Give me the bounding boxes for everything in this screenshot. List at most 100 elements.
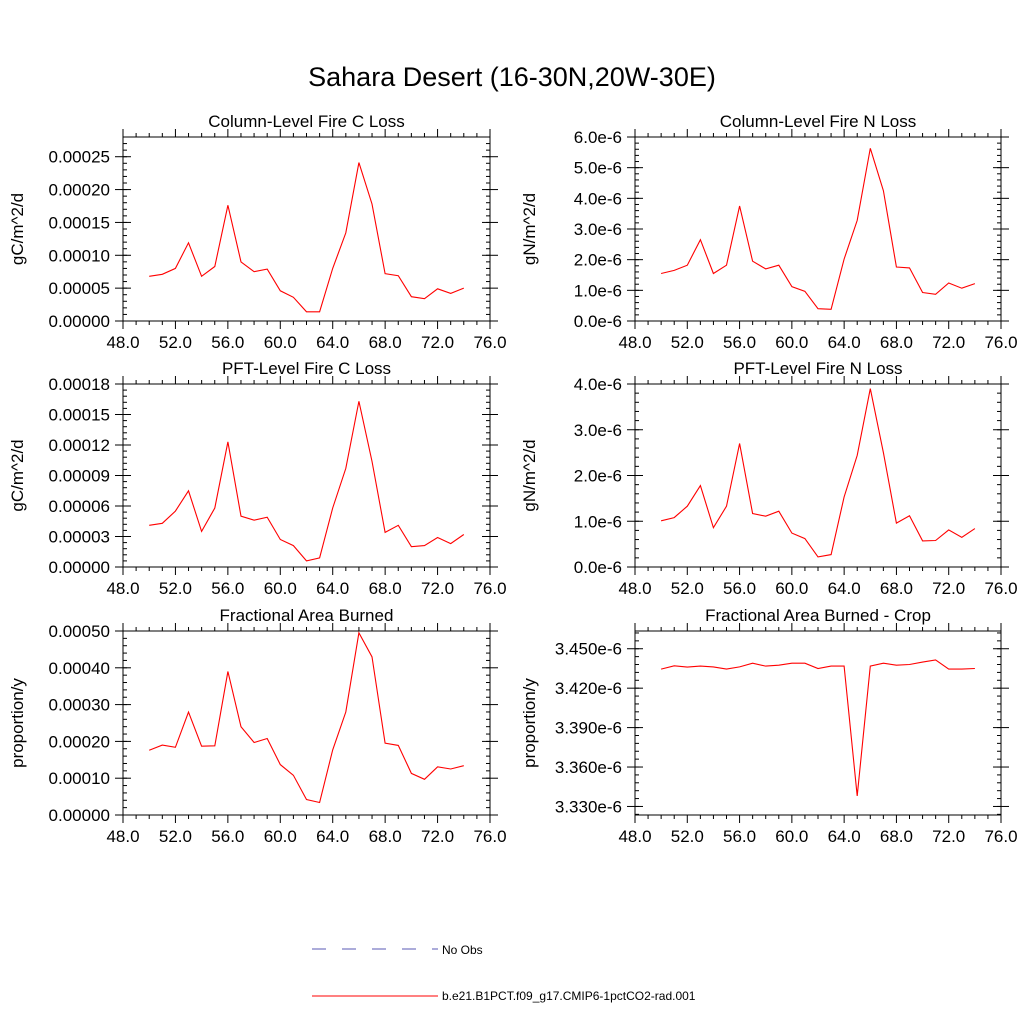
x-tick-label: 68.0 xyxy=(369,333,402,352)
plot-frame xyxy=(634,383,1002,568)
series-line xyxy=(660,659,975,796)
x-tick-label: 52.0 xyxy=(159,333,192,352)
x-tick-label: 72.0 xyxy=(932,333,965,352)
chart-panel-2: Column-Level Fire N Loss gN/m^2/d 48.0 52.0… xyxy=(520,112,1018,352)
legend-no-obs-label: No Obs xyxy=(442,943,483,957)
y-tick-label: 0.00012 xyxy=(49,436,110,455)
x-tick-label: 76.0 xyxy=(473,827,506,846)
x-tick-label: 64.0 xyxy=(316,827,349,846)
y-tick-label: 0.00020 xyxy=(49,181,110,200)
chart-panel-1: Column-Level Fire C Loss gC/m^2/d 48.0 52.0… xyxy=(8,112,507,352)
y-tick-label: 0.00025 xyxy=(49,148,110,167)
figure-title: Sahara Desert (16-30N,20W-30E) xyxy=(308,62,716,92)
series-line xyxy=(149,162,465,313)
plot-frame xyxy=(634,136,1002,322)
y-tick-label: 3.330e-6 xyxy=(555,797,622,816)
y-axis-label: gC/m^2/d xyxy=(8,439,27,511)
x-tick-label: 76.0 xyxy=(984,579,1017,598)
x-tick-label: 48.0 xyxy=(106,333,139,352)
x-tick-label: 56.0 xyxy=(723,333,756,352)
x-tick-label: 76.0 xyxy=(984,333,1017,352)
x-tick-label: 76.0 xyxy=(473,333,506,352)
x-tick-label: 76.0 xyxy=(984,827,1017,846)
y-tick-label: 0.00000 xyxy=(49,312,110,331)
y-tick-label: 0.00010 xyxy=(49,246,110,265)
y-tick-label: 0.00009 xyxy=(49,467,110,486)
y-tick-label: 0.00003 xyxy=(49,528,110,547)
panel-title: Column-Level Fire N Loss xyxy=(720,112,917,131)
x-tick-label: 64.0 xyxy=(828,333,861,352)
x-tick-label: 72.0 xyxy=(932,579,965,598)
chart-panel-3: PFT-Level Fire C Loss gC/m^2/d 48.0 52.0 56.… xyxy=(8,359,507,598)
x-tick-label: 48.0 xyxy=(618,579,651,598)
x-tick-label: 48.0 xyxy=(106,579,139,598)
y-tick-label: 0.0e-6 xyxy=(574,312,622,331)
legend-model-label: b.e21.B1PCT.f09_g17.CMIP6-1pctCO2-rad.00… xyxy=(442,989,696,1003)
y-tick-label: 0.00050 xyxy=(49,622,110,641)
x-tick-label: 68.0 xyxy=(369,579,402,598)
y-tick-label: 0.00020 xyxy=(49,732,110,751)
y-tick-label: 4.0e-6 xyxy=(574,375,622,394)
y-tick-label: 0.0e-6 xyxy=(574,558,622,577)
x-tick-label: 48.0 xyxy=(618,827,651,846)
y-axis-label: proportion/y xyxy=(8,678,27,768)
plot-frame xyxy=(122,136,491,322)
plot-frame xyxy=(634,630,1002,816)
x-tick-label: 52.0 xyxy=(671,579,704,598)
y-tick-label: 1.0e-6 xyxy=(574,512,622,531)
x-tick-label: 64.0 xyxy=(316,333,349,352)
x-tick-label: 72.0 xyxy=(421,579,454,598)
plot-frame xyxy=(122,630,491,816)
y-axis-label: gN/m^2/d xyxy=(520,193,539,265)
x-tick-label: 60.0 xyxy=(264,579,297,598)
y-tick-label: 3.0e-6 xyxy=(574,421,622,440)
y-tick-label: 0.00030 xyxy=(49,696,110,715)
chart-panels: Column-Level Fire C Loss gC/m^2/d 48.0 52.0… xyxy=(8,112,1018,846)
x-tick-label: 72.0 xyxy=(932,827,965,846)
x-tick-label: 68.0 xyxy=(880,827,913,846)
panel-title: Fractional Area Burned - Crop xyxy=(705,606,931,625)
y-tick-label: 6.0e-6 xyxy=(574,128,622,147)
x-tick-label: 52.0 xyxy=(159,579,192,598)
y-tick-label: 0.00040 xyxy=(49,659,110,678)
x-tick-label: 64.0 xyxy=(828,579,861,598)
y-tick-label: 3.360e-6 xyxy=(555,758,622,777)
y-tick-label: 0.00015 xyxy=(49,213,110,232)
chart-panel-6: Fractional Area Burned - Crop proportion/… xyxy=(520,606,1018,846)
x-tick-label: 68.0 xyxy=(880,333,913,352)
y-tick-label: 3.450e-6 xyxy=(555,640,622,659)
y-tick-label: 3.0e-6 xyxy=(574,220,622,239)
y-axis-label: gN/m^2/d xyxy=(520,439,539,511)
series-line xyxy=(660,148,976,310)
y-tick-label: 0.00006 xyxy=(49,497,110,516)
x-tick-label: 56.0 xyxy=(723,579,756,598)
y-tick-label: 0.00015 xyxy=(49,406,110,425)
x-tick-label: 72.0 xyxy=(421,827,454,846)
x-tick-label: 60.0 xyxy=(775,333,808,352)
x-tick-label: 68.0 xyxy=(369,827,402,846)
panel-title: Column-Level Fire C Loss xyxy=(208,112,405,131)
x-tick-label: 60.0 xyxy=(775,827,808,846)
y-tick-label: 2.0e-6 xyxy=(574,251,622,270)
y-axis-label: gC/m^2/d xyxy=(8,193,27,265)
y-tick-label: 2.0e-6 xyxy=(574,467,622,486)
series-line xyxy=(149,401,465,562)
series-line xyxy=(149,631,464,804)
x-tick-label: 64.0 xyxy=(316,579,349,598)
x-tick-label: 48.0 xyxy=(618,333,651,352)
y-tick-label: 3.420e-6 xyxy=(555,679,622,698)
y-tick-label: 0.00000 xyxy=(49,806,110,825)
x-tick-label: 60.0 xyxy=(775,579,808,598)
y-axis-label: proportion/y xyxy=(520,678,539,768)
y-tick-label: 5.0e-6 xyxy=(574,159,622,178)
y-tick-label: 4.0e-6 xyxy=(574,189,622,208)
chart-panel-4: PFT-Level Fire N Loss gN/m^2/d 48.0 52.0 56.… xyxy=(520,359,1018,598)
legend: No Obs b.e21.B1PCT.f09_g17.CMIP6-1pctCO2… xyxy=(312,943,696,1003)
x-tick-label: 48.0 xyxy=(106,827,139,846)
y-tick-label: 0.00010 xyxy=(49,769,110,788)
y-tick-label: 0.00018 xyxy=(49,375,110,394)
x-tick-label: 56.0 xyxy=(211,579,244,598)
x-tick-label: 52.0 xyxy=(159,827,192,846)
x-tick-label: 60.0 xyxy=(264,827,297,846)
